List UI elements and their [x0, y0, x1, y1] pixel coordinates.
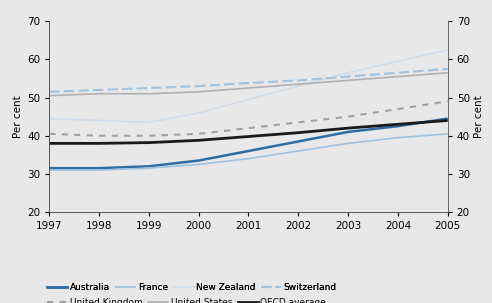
- Legend: United Kingdom, United States, OECD average: United Kingdom, United States, OECD aver…: [44, 295, 330, 303]
- Y-axis label: Per cent: Per cent: [474, 95, 484, 138]
- Y-axis label: Per cent: Per cent: [13, 95, 23, 138]
- Legend: Australia, France, New Zealand, Switzerland: Australia, France, New Zealand, Switzerl…: [44, 279, 340, 295]
